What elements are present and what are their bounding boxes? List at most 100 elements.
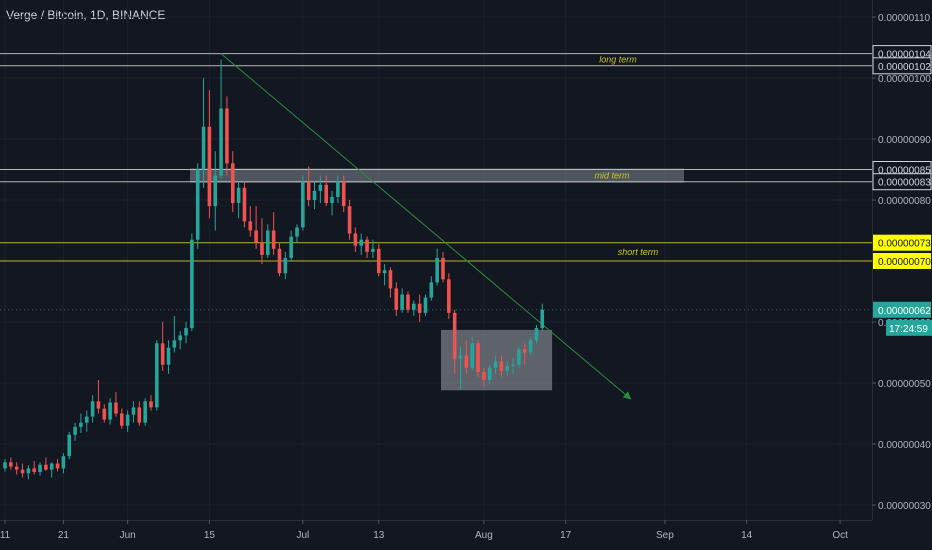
y-tick-label: 0.00000080 [878, 196, 931, 207]
x-tick-label: 13 [373, 530, 385, 541]
candle-up [289, 236, 293, 258]
candle-down [324, 184, 328, 204]
candle-up [108, 402, 112, 420]
price-badge [873, 234, 931, 251]
candle-down [55, 463, 60, 469]
price-badge [873, 253, 931, 269]
candle-down [376, 248, 381, 274]
candle-down [347, 206, 352, 234]
candle-up [131, 407, 136, 415]
candle-down [44, 464, 48, 470]
candle-down [120, 413, 124, 426]
y-tick-label: 0.00000050 [878, 379, 931, 390]
candle-up [412, 303, 416, 310]
candle-up [435, 257, 439, 283]
trendline [220, 53, 632, 400]
candle-down [394, 288, 399, 310]
candle-up [201, 126, 206, 170]
downtrend-line [220, 53, 632, 400]
candle-up [73, 426, 77, 435]
candle-down [230, 163, 235, 204]
candle-up [470, 343, 474, 368]
candle-up [49, 463, 54, 470]
candle-up [429, 282, 434, 298]
candle-down [14, 466, 19, 470]
candle-up [505, 365, 510, 371]
candle-down [9, 462, 13, 467]
candle-down [476, 343, 480, 373]
candle-down [260, 242, 264, 255]
candle-up [517, 349, 521, 365]
y-tick-label: 0.00000100 [878, 74, 931, 85]
price-badge-label: 0.00000085 [878, 166, 931, 177]
price-badge-label: 0.00000073 [878, 239, 931, 250]
y-tick-label: 0.00000090 [878, 135, 931, 146]
candle-up [155, 343, 159, 408]
candle-up [26, 468, 31, 474]
candle-up [67, 434, 72, 457]
y-tick-label: 0.00000040 [878, 440, 931, 451]
candle-up [382, 270, 387, 274]
candle-down [102, 408, 107, 420]
candle-down [277, 248, 282, 274]
price-badge-label: 0.00000083 [878, 178, 931, 189]
candle-up [219, 108, 223, 176]
candle-up [125, 414, 130, 426]
x-tick-label: Sep [656, 530, 674, 541]
price-badge-label: 0.00000070 [878, 257, 931, 268]
zones [190, 168, 684, 391]
candle-up [172, 340, 177, 348]
candle-down [306, 181, 311, 200]
candle-down [499, 361, 504, 371]
level-label: mid term [594, 171, 630, 181]
grid [0, 0, 872, 520]
candle-down [114, 402, 118, 414]
candle-down [341, 181, 346, 207]
candle-up [295, 227, 299, 237]
candle-up [540, 309, 545, 329]
candle-up [61, 456, 66, 469]
candle-down [388, 270, 393, 289]
candle-up [511, 364, 515, 366]
candle-down [452, 312, 457, 359]
candle-up [178, 335, 182, 341]
candle-up [266, 230, 270, 255]
price-badge [872, 173, 932, 191]
x-tick-label: Jul [296, 530, 309, 541]
candle-up [493, 361, 498, 368]
candle-down [160, 343, 165, 365]
candle-down [464, 355, 469, 368]
candles [3, 59, 545, 480]
price-badge-label: 0.00000102 [878, 62, 931, 73]
y-tick-label: 0.00000110 [878, 13, 931, 24]
candle-up [79, 422, 83, 427]
candle-up [236, 187, 241, 204]
candle-up [487, 367, 492, 380]
candle-down [447, 279, 451, 313]
price-badge [872, 57, 932, 75]
candle-up [38, 464, 42, 473]
candle-up [3, 462, 7, 469]
candle-up [213, 175, 218, 207]
current-price-label: 0.00000062 [878, 306, 931, 317]
candle-down [207, 126, 212, 207]
x-tick-label: 21 [58, 530, 70, 541]
chart-title: Verge / Bitcoin, 1D, BINANCE [6, 8, 166, 22]
x-tick-label: 15 [204, 530, 216, 541]
candle-up [423, 297, 428, 313]
candle-up [458, 355, 463, 359]
candle-down [242, 187, 247, 222]
price-axis-bg [872, 0, 932, 550]
x-tick-label: Oct [832, 530, 848, 541]
candle-up [400, 294, 404, 310]
x-tick-label: Jun [120, 530, 136, 541]
candle-up [143, 401, 147, 423]
candle-up [195, 169, 200, 240]
candle-down [365, 239, 369, 252]
countdown-badge [886, 319, 932, 336]
level-label: long term [599, 55, 637, 65]
candle-up [359, 239, 364, 246]
candle-up [90, 401, 95, 417]
candle-down [522, 349, 527, 353]
